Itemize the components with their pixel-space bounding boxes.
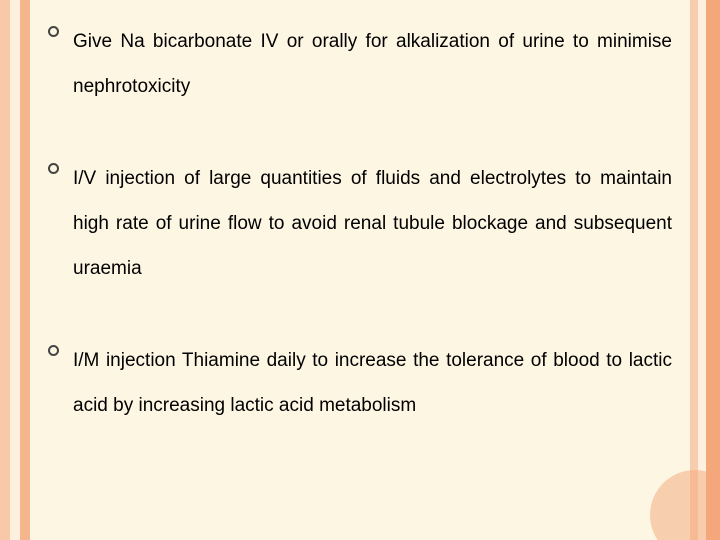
decorative-stripe [0,0,10,540]
bullet-marker-icon [48,163,59,174]
bullet-text: I/M injection Thiamine daily to increase… [73,339,672,428]
bullet-item: I/M injection Thiamine daily to increase… [48,339,672,428]
bullet-marker-icon [48,345,59,356]
bullet-text: I/V injection of large quantities of flu… [73,157,672,291]
decorative-stripe [706,0,720,540]
slide-content: Give Na bicarbonate IV or orally for alk… [48,20,672,520]
decorative-stripe [20,0,30,540]
decorative-stripe [10,0,20,540]
bullet-text: Give Na bicarbonate IV or orally for alk… [73,20,672,109]
decorative-stripe [690,0,698,540]
decorative-stripe [698,0,706,540]
bullet-marker-icon [48,26,59,37]
bullet-item: I/V injection of large quantities of flu… [48,157,672,291]
bullet-item: Give Na bicarbonate IV or orally for alk… [48,20,672,109]
